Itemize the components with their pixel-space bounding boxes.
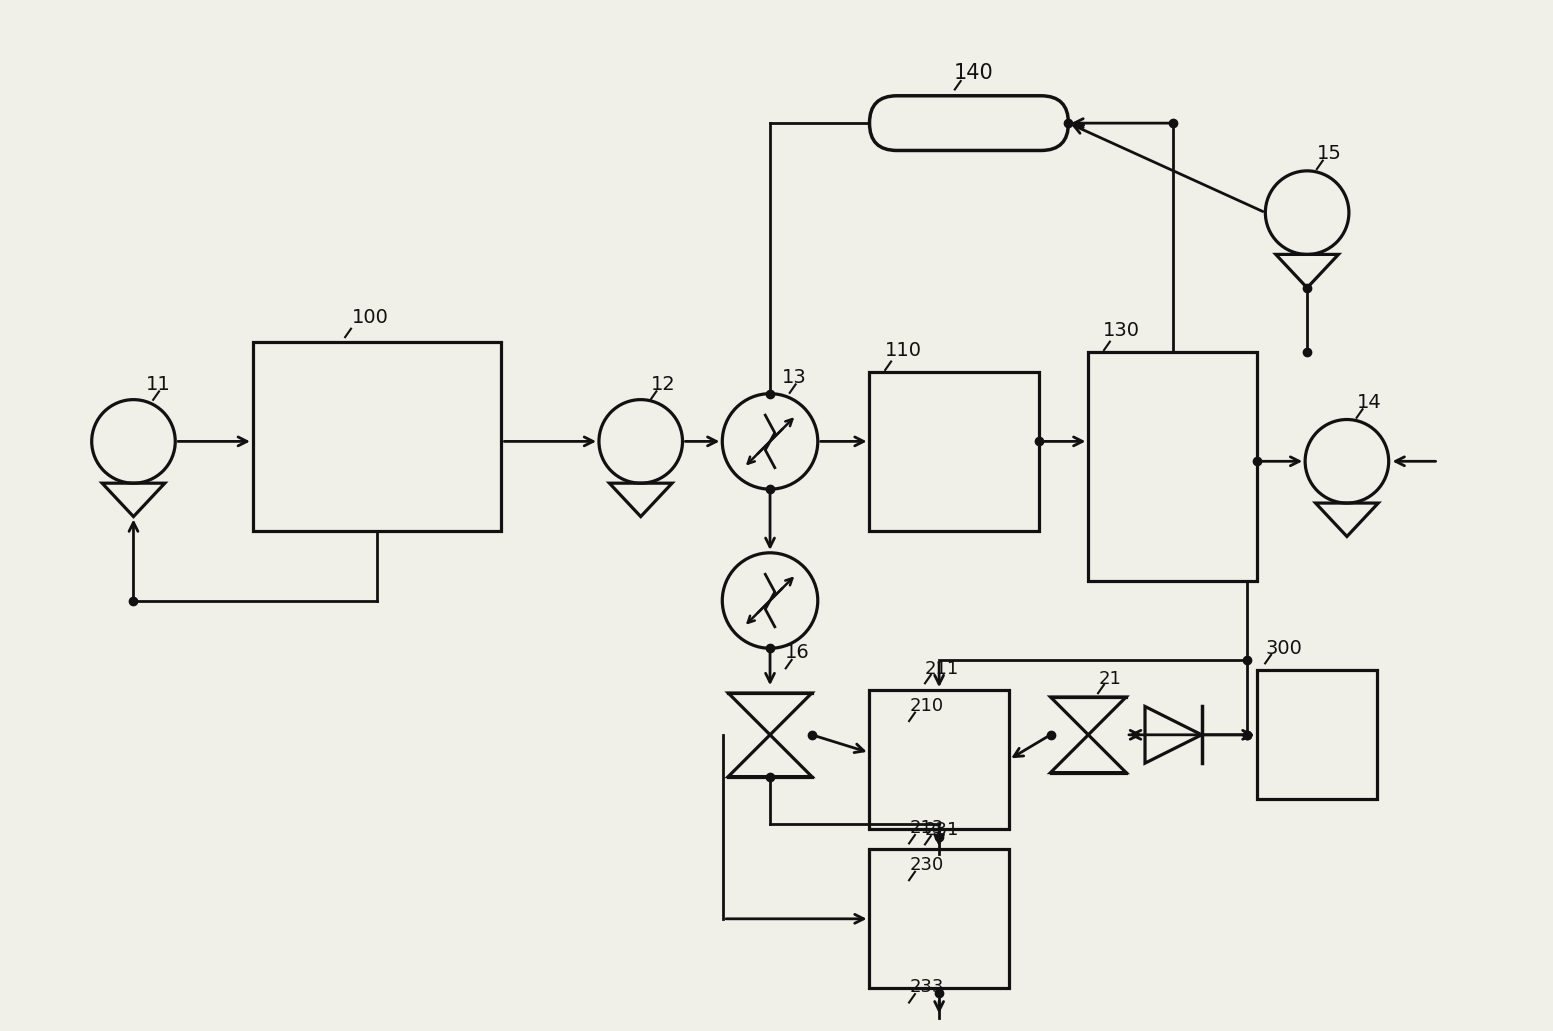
Text: 213: 213 [909, 820, 944, 837]
Text: 21: 21 [1098, 670, 1121, 688]
Bar [870, 690, 1009, 829]
Text: 130: 130 [1103, 321, 1140, 340]
Bar [1258, 670, 1378, 799]
Text: 12: 12 [651, 374, 676, 394]
Text: 15: 15 [1317, 144, 1342, 163]
Text: 233: 233 [909, 978, 944, 996]
Text: 110: 110 [884, 341, 921, 360]
Text: 140: 140 [954, 63, 994, 84]
Bar [870, 850, 1009, 989]
Bar [253, 342, 502, 531]
Text: 231: 231 [924, 822, 958, 839]
Text: 230: 230 [909, 856, 944, 874]
Text: 210: 210 [909, 697, 943, 714]
Text: 300: 300 [1266, 639, 1303, 658]
Text: 11: 11 [146, 374, 171, 394]
Text: 100: 100 [353, 308, 390, 327]
Text: 211: 211 [924, 660, 958, 678]
Text: 16: 16 [784, 643, 809, 662]
Text: 13: 13 [783, 368, 806, 387]
Text: 14: 14 [1357, 393, 1382, 411]
Bar [870, 372, 1039, 531]
Bar [1089, 352, 1258, 580]
